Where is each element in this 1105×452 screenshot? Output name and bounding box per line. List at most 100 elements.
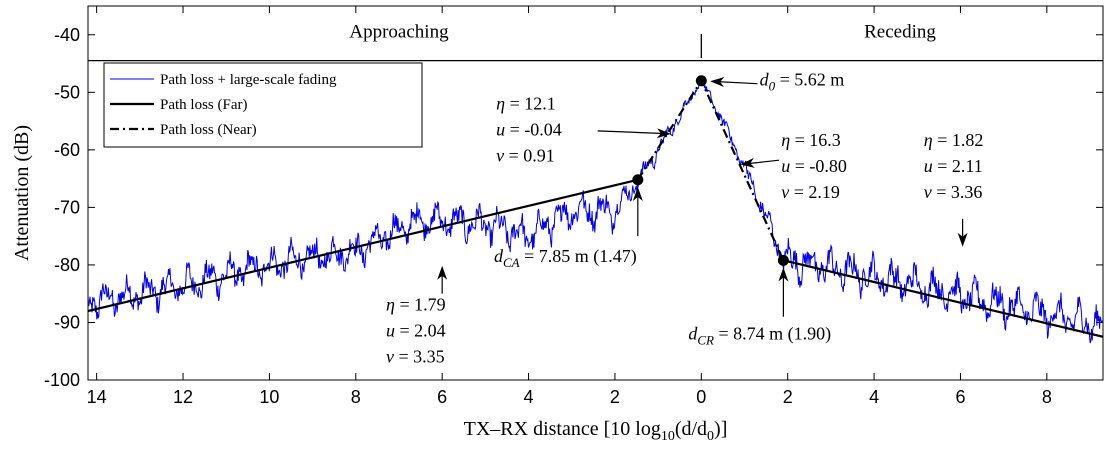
annotation-symbol: η xyxy=(924,130,933,150)
annotation-far-approach-params: η = 1.79u = 2.04v = 3.35 xyxy=(386,265,448,366)
legend-label: Path loss + large-scale fading xyxy=(160,72,337,88)
annotation-value: = 12.1 xyxy=(505,94,556,114)
x-tick-label: 8 xyxy=(351,387,361,407)
annotation-symbol: η xyxy=(386,294,395,314)
y-axis-label: Attenuation (dB) xyxy=(11,125,33,261)
x-axis-label: TX–RX distance [10 log10(d/d0)] xyxy=(464,418,728,444)
annotation-symbol: v xyxy=(496,146,504,166)
annotation-symbol: v xyxy=(781,182,789,202)
breakpoint-marker xyxy=(777,254,789,266)
annotation-symbol: u xyxy=(496,120,505,140)
breakpoint-marker xyxy=(695,75,707,87)
annotation-layer: d0 = 5.62 mη = 12.1u = -0.04v = 0.91η = … xyxy=(386,69,983,366)
annotation-text: η = 1.82 xyxy=(924,130,984,150)
annotation-symbol: u xyxy=(924,156,933,176)
x-label-prefix: TX–RX distance [10 log xyxy=(464,418,661,440)
x-tick-label: 0 xyxy=(696,387,706,407)
x-tick-label: 8 xyxy=(1042,387,1052,407)
y-tick-label: -90 xyxy=(54,312,80,332)
x-tick-label: 4 xyxy=(869,387,879,407)
annotation-value: = 2.19 xyxy=(789,182,840,202)
y-tick-label: -70 xyxy=(54,197,80,217)
annotation-far-recede-params: η = 1.82u = 2.11v = 3.36 xyxy=(924,130,984,247)
annotation-text: η = 12.1 xyxy=(496,94,556,114)
annotation-symbol: d xyxy=(688,324,698,344)
region-label: Approaching xyxy=(349,22,449,43)
annotation-value: = 3.35 xyxy=(394,346,445,366)
annotation-value: = -0.04 xyxy=(505,120,562,140)
annotation-value: = 3.36 xyxy=(932,182,983,202)
region-label: Receding xyxy=(864,22,936,43)
annotation-text: η = 16.3 xyxy=(781,130,841,150)
annotation-sub: 0 xyxy=(769,78,776,93)
annotation-text: u = -0.04 xyxy=(496,120,562,140)
y-tick-label: -80 xyxy=(54,255,80,275)
annotation-text: u = 2.11 xyxy=(924,156,983,176)
annotation-d0: d0 = 5.62 m xyxy=(710,69,845,93)
legend: Path loss + large-scale fading Path loss … xyxy=(103,62,423,148)
annotation-value: = 1.79 xyxy=(395,294,446,314)
annotation-arrow xyxy=(597,128,671,139)
x-tick-label: 10 xyxy=(259,387,279,407)
x-tick-label: 6 xyxy=(437,387,447,407)
annotation-symbol: η xyxy=(496,94,505,114)
y-tick-label: -40 xyxy=(54,25,80,45)
annotation-value: = 5.62 m xyxy=(775,69,844,89)
annotation-value: = 2.11 xyxy=(933,156,983,176)
annotation-text: dCA = 7.85 m (1.47) xyxy=(494,246,637,270)
annotation-arrow xyxy=(710,76,758,87)
annotation-sub: CA xyxy=(503,255,520,270)
x-label-sub: 10 xyxy=(661,429,675,444)
x-tick-label: 4 xyxy=(524,387,534,407)
annotation-near-recede-params: η = 16.3 u = -0.80 v = 2.19 xyxy=(740,130,847,202)
x-tick-label: 12 xyxy=(173,387,193,407)
y-tick-label: -50 xyxy=(54,82,80,102)
breakpoint-marker xyxy=(632,174,644,186)
region-layer: Approaching Receding xyxy=(88,22,1103,62)
x-label-end: )] xyxy=(714,418,727,440)
series-far-line xyxy=(783,259,1103,338)
annotation-text: v = 3.36 xyxy=(924,182,983,202)
annotation-text: v = 0.91 xyxy=(496,146,555,166)
series-fading-line xyxy=(88,78,1103,344)
annotation-symbol: u xyxy=(386,320,395,340)
legend-box xyxy=(103,62,423,148)
annotation-symbol: u xyxy=(781,156,790,176)
marker-layer xyxy=(632,75,789,266)
x-tick-label: 6 xyxy=(955,387,965,407)
annotation-value: = 7.85 m (1.47) xyxy=(520,246,637,267)
data-layer xyxy=(88,78,1103,344)
y-tick-label: -100 xyxy=(44,370,80,390)
annotation-symbol: d xyxy=(760,69,770,89)
annotation-value: = 2.04 xyxy=(395,320,446,340)
annotation-dCA: dCA = 7.85 m (1.47) xyxy=(494,186,643,270)
y-tick-label: -60 xyxy=(54,140,80,160)
annotation-value: = 0.91 xyxy=(504,146,555,166)
annotation-text: d0 = 5.62 m xyxy=(760,69,845,93)
annotation-symbol: v xyxy=(386,346,394,366)
x-tick-label: 2 xyxy=(783,387,793,407)
annotation-symbol: d xyxy=(494,246,504,266)
series-far-line xyxy=(88,178,639,313)
annotation-dCR: dCR = 8.74 m (1.90) xyxy=(688,267,831,348)
annotation-value: = 8.74 m (1.90) xyxy=(714,324,831,345)
plot-frame xyxy=(87,5,1104,381)
annotation-text: u = -0.80 xyxy=(781,156,847,176)
annotation-symbol: η xyxy=(781,130,790,150)
x-label-mid: (d/d xyxy=(675,418,707,440)
x-tick-label: 2 xyxy=(610,387,620,407)
x-tick-label: 14 xyxy=(87,387,107,407)
legend-label: Path loss (Far) xyxy=(160,97,248,113)
annotation-near-approach-params: η = 12.1u = -0.04v = 0.91 xyxy=(496,94,671,166)
annotation-text: u = 2.04 xyxy=(386,320,446,340)
annotation-symbol: v xyxy=(924,182,932,202)
annotation-text: η = 1.79 xyxy=(386,294,446,314)
annotation-value: = 16.3 xyxy=(790,130,841,150)
annotation-text: dCR = 8.74 m (1.90) xyxy=(688,324,831,348)
x-label-sub2: 0 xyxy=(707,429,714,444)
annotation-sub: CR xyxy=(697,333,714,348)
annotation-arrow xyxy=(740,157,780,168)
annotation-text: v = 3.35 xyxy=(386,346,445,366)
